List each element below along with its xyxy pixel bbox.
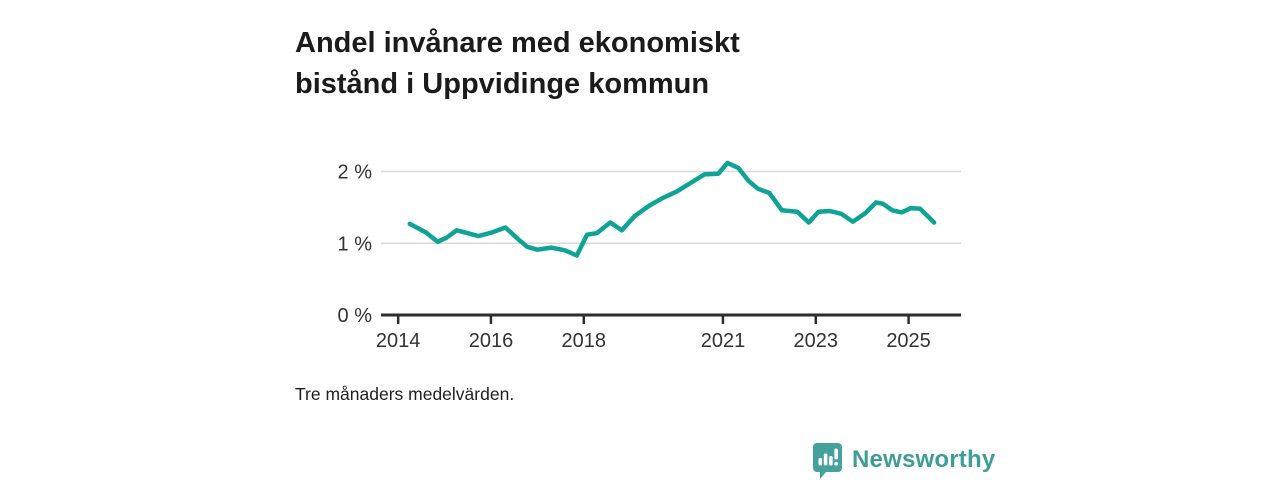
x-tick-label-2023: 2023 bbox=[794, 330, 839, 352]
y-tick-label-0 %: 0 % bbox=[338, 305, 373, 327]
x-tick-label-2014: 2014 bbox=[376, 330, 421, 352]
newsworthy-logo-link[interactable]: Newsworthy bbox=[812, 440, 995, 479]
chart-footnote: Tre månaders medelvärden. bbox=[295, 384, 515, 404]
y-tick-label-1 %: 1 % bbox=[338, 233, 373, 255]
x-tick-label-2016: 2016 bbox=[469, 330, 514, 352]
page-title: Andel invånare med ekonomiskt bistånd i … bbox=[295, 23, 915, 105]
x-tick-label-2018: 2018 bbox=[562, 330, 607, 352]
y-tick-label-2 %: 2 % bbox=[338, 162, 373, 184]
bar-chart-speech-bubble-icon bbox=[813, 443, 842, 479]
x-tick-label-2021: 2021 bbox=[701, 330, 746, 352]
title-line-1: Andel invånare med ekonomiskt bbox=[295, 27, 740, 60]
data-line-series bbox=[407, 160, 937, 258]
brand-name: Newsworthy bbox=[852, 445, 996, 473]
x-tick-label-2025: 2025 bbox=[886, 330, 931, 352]
title-line-2: bistånd i Uppvidinge kommun bbox=[295, 68, 710, 101]
